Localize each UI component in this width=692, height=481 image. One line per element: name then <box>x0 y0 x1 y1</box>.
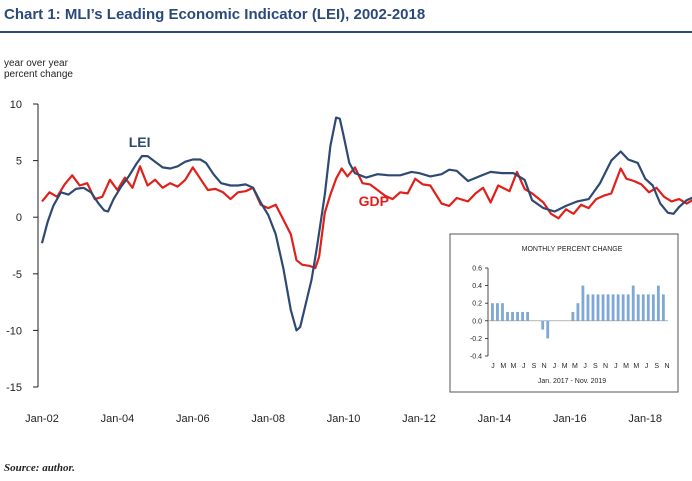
inset-x-tick-label: N <box>542 363 547 370</box>
inset-bar <box>501 303 504 321</box>
annotation-gdp: GDP <box>359 193 389 209</box>
inset-bar <box>621 294 625 321</box>
inset-x-tick-label: N <box>603 363 608 370</box>
y-tick-label: -5 <box>12 269 22 281</box>
chart-title: Chart 1: MLI’s Leading Economic Indicato… <box>4 6 426 23</box>
inset-bar <box>526 312 530 321</box>
y-axis: 10 5 0 -5 -10 -15 <box>6 99 39 394</box>
inset-bar <box>521 312 524 321</box>
inset-chart: MONTHLY PERCENT CHANGE 0.6 0.4 0.2 0.0 -0.2 -0… <box>449 233 679 393</box>
inset-y-tick-label: 0.6 <box>472 266 482 273</box>
inset-bar <box>661 294 665 321</box>
inset-bar <box>626 294 630 321</box>
x-tick-label: Jan-14 <box>478 413 512 425</box>
y-tick-label: 10 <box>10 99 22 111</box>
series-line-gdp <box>41 165 692 270</box>
inset-y-tick-label: -0.2 <box>470 336 482 343</box>
inset-bar <box>491 303 494 321</box>
x-tick-label: Jan-10 <box>327 413 361 425</box>
y-tick-label: 5 <box>16 156 22 168</box>
inset-x-tick-label: S <box>654 363 659 370</box>
title-rule <box>0 31 692 33</box>
inset-x-tick-label: J <box>553 363 557 370</box>
inset-bar <box>591 294 595 321</box>
inset-x-label: Jan. 2017 - Nov. 2019 <box>538 378 606 385</box>
inset-x-tick-label: M <box>623 363 629 370</box>
inset-bar <box>616 294 620 321</box>
inset-bar <box>651 294 655 321</box>
inset-x-tick-label: N <box>664 363 669 370</box>
inset-bar <box>581 285 585 321</box>
inset-x-tick-label: M <box>500 363 506 370</box>
inset-x-tick-label: M <box>511 363 517 370</box>
x-axis: Jan-02 Jan-04 Jan-06 Jan-08 Jan-10 Jan-12 Jan-… <box>25 413 662 425</box>
inset-bar <box>516 312 519 321</box>
inset-bar <box>571 312 575 321</box>
inset-bar <box>641 294 645 321</box>
inset-x-tick-label: J <box>491 363 495 370</box>
inset-bar <box>596 294 600 321</box>
inset-bar <box>576 303 580 321</box>
y-tick-label: 0 <box>16 212 22 224</box>
inset-y-tick-label: 0.0 <box>472 318 482 325</box>
inset-bar <box>586 294 590 321</box>
source-note: Source: author. <box>4 462 75 474</box>
inset-x-tick-label: J <box>614 363 618 370</box>
inset-y-tick-label: 0.4 <box>472 283 482 290</box>
inset-bar <box>636 294 640 321</box>
inset-bar <box>511 312 514 321</box>
inset-bar <box>541 320 545 330</box>
inset-bar <box>631 285 635 321</box>
inset-bar <box>606 294 610 321</box>
y-axis-label: year over year percent change <box>4 58 73 80</box>
inset-bar <box>601 294 605 321</box>
y-tick-label: -15 <box>6 382 22 394</box>
inset-x-tick-label: M <box>562 363 568 370</box>
x-tick-label: Jan-08 <box>251 413 285 425</box>
inset-x-tick-label: J <box>645 363 649 370</box>
inset-x-tick-label: M <box>633 363 639 370</box>
inset-bar <box>506 312 509 321</box>
x-tick-label: Jan-12 <box>402 413 436 425</box>
inset-y-tick-label: -0.4 <box>470 354 482 361</box>
inset-bar <box>496 303 499 321</box>
x-tick-label: Jan-16 <box>553 413 587 425</box>
inset-title: MONTHLY PERCENT CHANGE <box>522 246 623 253</box>
inset-x-tick-label: S <box>593 363 598 370</box>
inset-y-tick-label: 0.2 <box>472 301 482 308</box>
inset-x-tick-label: J <box>522 363 526 370</box>
inset-bar <box>646 294 650 321</box>
x-tick-label: Jan-02 <box>25 413 59 425</box>
series-line-lei <box>40 116 692 332</box>
y-tick-label: -10 <box>6 325 22 337</box>
inset-bar <box>546 320 550 339</box>
series-annotations: LEI GDP <box>129 134 389 209</box>
annotation-lei: LEI <box>129 134 151 150</box>
inset-bar <box>656 285 660 321</box>
inset-bar <box>611 294 615 321</box>
x-tick-label: Jan-06 <box>176 413 210 425</box>
x-tick-label: Jan-04 <box>101 413 135 425</box>
series-lines <box>40 116 692 332</box>
inset-x-tick-label: S <box>532 363 537 370</box>
inset-x-tick-label: M <box>572 363 578 370</box>
inset-x-tick-label: J <box>583 363 587 370</box>
x-tick-label: Jan-18 <box>628 413 662 425</box>
